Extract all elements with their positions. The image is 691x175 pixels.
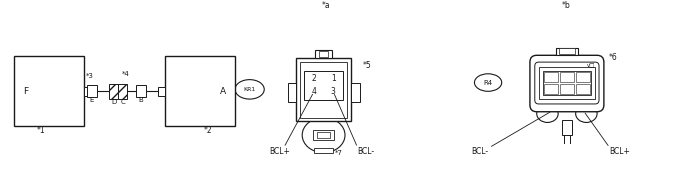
Text: D: D [111, 99, 117, 105]
Bar [118, 83, 127, 99]
Text: *1: *1 [37, 126, 46, 135]
Bar [316, 132, 330, 138]
Text: KR1: KR1 [243, 87, 256, 92]
Bar [313, 130, 334, 140]
Text: *a: *a [321, 1, 330, 10]
Text: *7: *7 [335, 150, 343, 156]
Text: R4: R4 [484, 80, 493, 86]
Bar [84, 87, 91, 96]
Ellipse shape [302, 118, 345, 153]
Text: v□: v□ [587, 63, 596, 68]
Bar [576, 84, 590, 94]
Bar [296, 58, 351, 121]
Text: *5: *5 [363, 61, 371, 70]
Bar [158, 87, 165, 96]
Text: 1: 1 [331, 74, 336, 83]
Text: 2: 2 [312, 74, 316, 83]
Text: *6: *6 [609, 53, 618, 62]
Bar [287, 83, 296, 102]
Bar [542, 71, 591, 95]
Bar [87, 85, 97, 97]
Bar [301, 62, 347, 118]
Bar [539, 67, 595, 99]
Text: *2: *2 [203, 126, 212, 135]
Bar [135, 85, 146, 97]
Text: *3: *3 [86, 73, 94, 79]
Ellipse shape [235, 80, 264, 99]
FancyBboxPatch shape [530, 55, 604, 112]
Bar [544, 72, 558, 82]
Bar [304, 71, 343, 100]
Bar [109, 83, 118, 99]
Bar [165, 56, 235, 126]
Text: E: E [90, 97, 94, 103]
Bar [559, 48, 575, 54]
Text: *4: *4 [122, 71, 129, 77]
Text: 3: 3 [331, 87, 336, 96]
Text: *b: *b [562, 1, 570, 10]
Text: BCL-: BCL- [358, 147, 375, 156]
Bar [315, 50, 332, 58]
Text: BCL-: BCL- [471, 147, 489, 156]
Bar [562, 120, 571, 135]
Bar [544, 84, 558, 94]
Bar [314, 148, 333, 153]
Text: BCL+: BCL+ [609, 147, 631, 156]
FancyBboxPatch shape [535, 62, 599, 104]
Ellipse shape [576, 105, 597, 122]
Text: C: C [120, 99, 125, 105]
Bar [14, 56, 84, 126]
Bar [576, 72, 590, 82]
Text: 4: 4 [312, 87, 316, 96]
Bar [351, 83, 359, 102]
Ellipse shape [475, 74, 502, 91]
Text: BCL+: BCL+ [269, 147, 290, 156]
Bar [560, 72, 574, 82]
Bar [560, 84, 574, 94]
Text: A: A [220, 87, 227, 96]
Ellipse shape [537, 105, 558, 122]
Bar [319, 51, 328, 57]
Text: B: B [138, 97, 143, 103]
Bar [556, 47, 578, 55]
Text: F: F [23, 87, 28, 96]
